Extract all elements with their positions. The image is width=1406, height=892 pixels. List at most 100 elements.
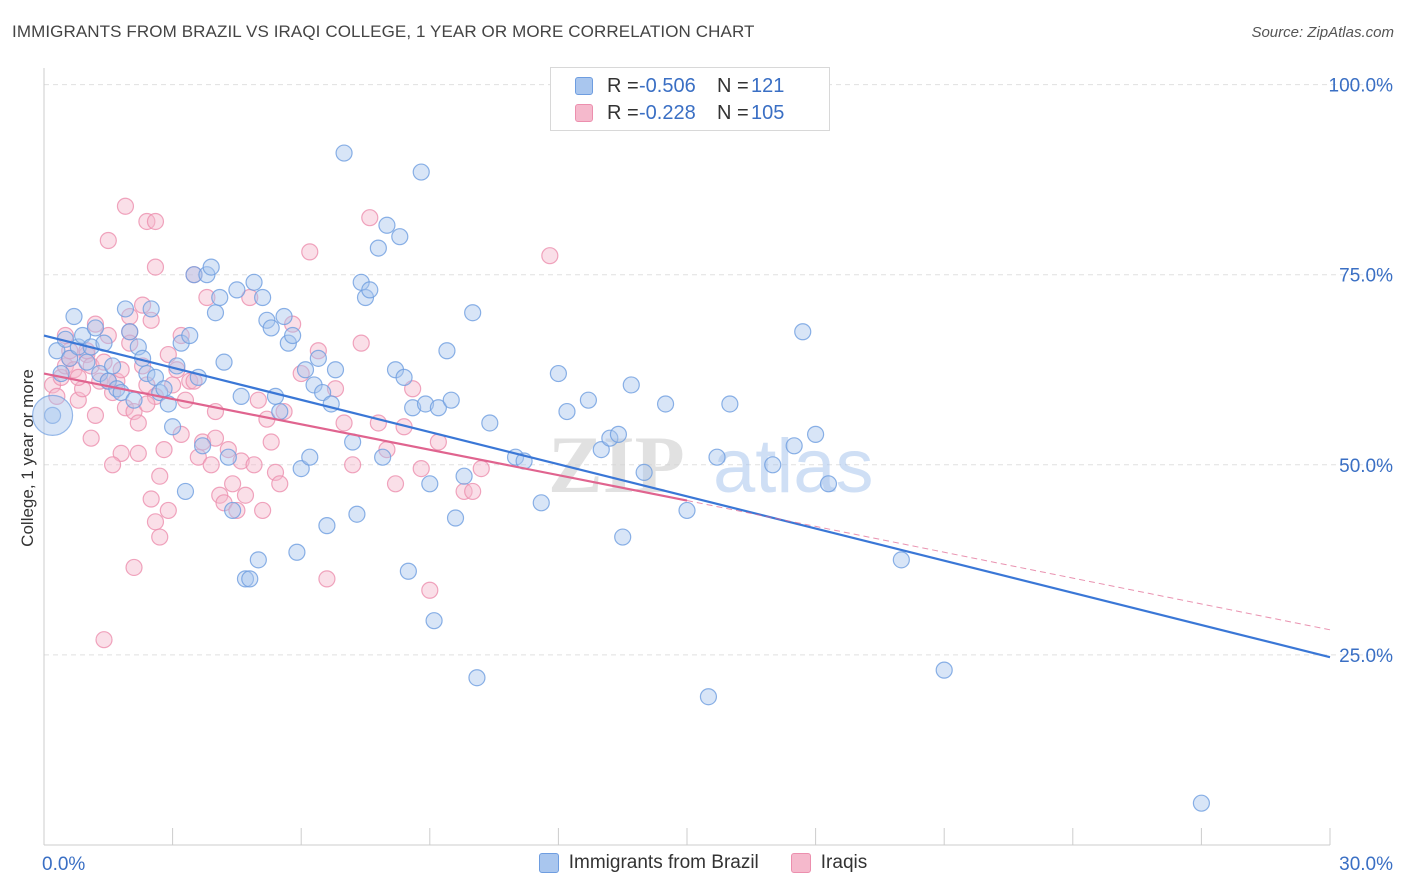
data-point <box>656 395 675 413</box>
legend-row-iraqis: R = -0.228 N = 105 <box>575 101 784 125</box>
data-point <box>386 475 405 493</box>
legend-r-value: -0.506 <box>639 74 696 97</box>
data-point <box>99 231 117 250</box>
data-point <box>361 281 379 299</box>
data-point <box>1192 794 1211 812</box>
data-point <box>61 349 79 367</box>
legend-item-brazil[interactable]: Immigrants from Brazil <box>538 852 759 874</box>
data-point <box>181 372 199 390</box>
data-point <box>284 326 302 345</box>
data-point <box>622 376 640 394</box>
data-point <box>404 399 422 417</box>
legend-n-label: N = <box>717 74 749 97</box>
data-point <box>249 551 267 569</box>
data-point <box>344 456 362 474</box>
data-point <box>236 486 255 504</box>
x-tick-label: 30.0% <box>1339 854 1393 875</box>
data-point <box>442 391 460 409</box>
x-tick-label: 0.0% <box>42 854 85 875</box>
legend-swatch-blue <box>538 853 559 873</box>
data-point <box>532 494 550 512</box>
data-point <box>31 394 74 436</box>
data-point <box>129 444 147 462</box>
data-point <box>155 440 173 459</box>
data-point <box>224 475 242 493</box>
data-point <box>125 391 143 409</box>
data-point <box>399 562 417 580</box>
source-credit: Source: ZipAtlas.com <box>1251 24 1394 41</box>
data-point <box>468 669 486 687</box>
data-point <box>198 288 216 307</box>
data-point <box>249 391 267 409</box>
data-point <box>412 163 430 181</box>
data-point <box>785 437 803 455</box>
data-point <box>481 414 499 432</box>
data-point <box>138 364 156 383</box>
data-point <box>262 433 280 451</box>
data-point <box>194 433 212 451</box>
data-point <box>892 551 910 569</box>
brazil-points <box>31 144 1211 812</box>
data-point <box>412 460 430 478</box>
data-point <box>164 418 182 436</box>
data-point <box>592 440 610 459</box>
data-point <box>378 216 396 234</box>
data-point <box>194 437 212 455</box>
data-point <box>271 402 289 421</box>
data-point <box>202 258 220 276</box>
data-point <box>579 391 598 409</box>
data-point <box>43 406 62 424</box>
data-point <box>168 357 186 375</box>
data-point <box>292 460 310 478</box>
data-point <box>391 228 409 246</box>
data-point <box>142 300 160 318</box>
data-point <box>48 342 66 360</box>
data-point <box>159 345 177 364</box>
data-point <box>245 456 263 474</box>
data-point <box>262 319 280 337</box>
data-point <box>609 425 628 443</box>
data-point <box>708 448 726 466</box>
data-point <box>438 342 456 360</box>
legend-swatch-pink <box>575 104 593 122</box>
data-point <box>819 475 838 493</box>
trend-lines <box>43 334 1331 659</box>
data-point <box>206 304 225 322</box>
data-point <box>266 387 285 405</box>
trend-line-iraqis <box>43 372 688 502</box>
series-legend: Immigrants from Brazil Iraqis <box>0 852 1406 874</box>
data-point <box>288 543 306 561</box>
y-tick-label: 25.0% <box>1339 646 1393 667</box>
data-point <box>116 300 135 318</box>
gridlines <box>44 84 1392 656</box>
data-point <box>86 315 105 333</box>
data-point <box>464 482 482 501</box>
data-point <box>429 399 447 417</box>
data-point <box>215 353 233 371</box>
data-point <box>335 144 353 162</box>
data-point <box>211 288 229 307</box>
data-point <box>103 456 122 474</box>
data-point <box>301 448 319 466</box>
data-point <box>678 501 696 520</box>
data-point <box>142 490 160 508</box>
data-point <box>764 456 782 474</box>
data-point <box>151 467 169 485</box>
legend-item-iraqis[interactable]: Iraqis <box>790 852 868 874</box>
data-point <box>112 361 130 379</box>
legend-label-iraqis: Iraqis <box>820 852 868 873</box>
data-point <box>176 482 195 501</box>
iraqis-points <box>43 197 559 649</box>
data-point <box>116 197 135 215</box>
data-point <box>245 273 263 291</box>
data-point <box>421 581 439 599</box>
data-point <box>73 326 92 345</box>
data-point <box>352 334 370 352</box>
data-point <box>614 528 632 546</box>
data-point <box>318 517 336 535</box>
data-point <box>635 463 653 482</box>
data-point <box>103 357 122 375</box>
y-tick-label: 50.0% <box>1339 456 1393 477</box>
data-point <box>699 688 718 706</box>
data-point <box>224 501 242 520</box>
